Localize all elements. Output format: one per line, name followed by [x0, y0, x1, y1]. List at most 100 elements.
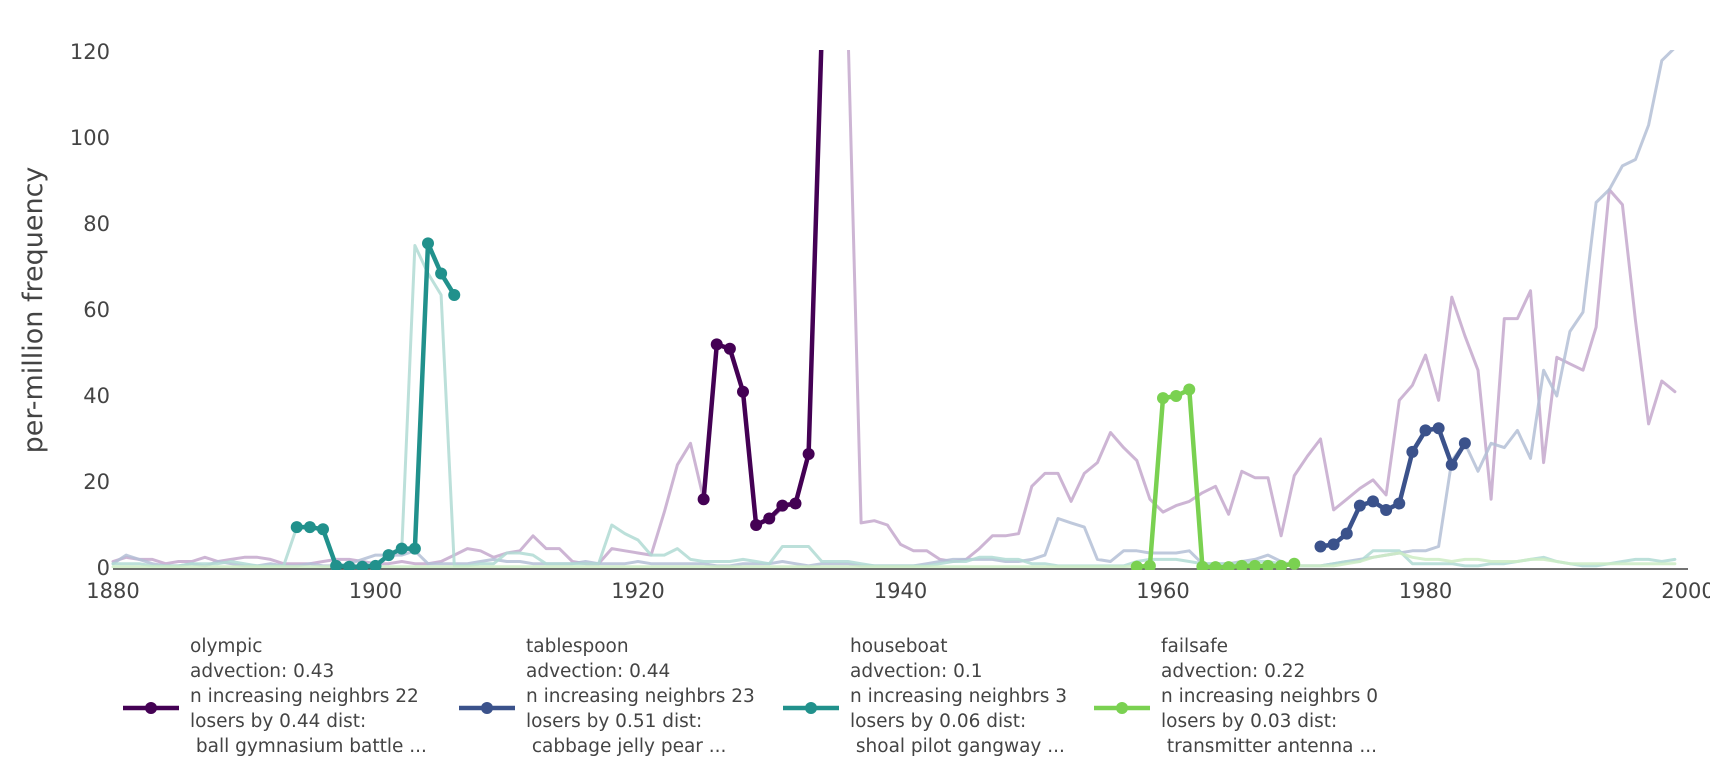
x-tick-label: 1920 [611, 579, 664, 603]
legend-text-line: ball gymnasium battle ... [190, 736, 427, 757]
series-point-houseboat [343, 560, 356, 570]
x-tick-label: 1980 [1399, 579, 1452, 603]
legend-swatch-marker [481, 702, 493, 714]
y-tick-label: 120 [70, 40, 110, 64]
legend-item-houseboat: houseboat advection: 0.1 n increasing neig… [783, 636, 1067, 757]
series-point-failsafe [1196, 560, 1209, 570]
x-tick-label: 1880 [86, 579, 139, 603]
series-point-houseboat [395, 542, 408, 555]
legend-text-line: losers by 0.03 dist: [1161, 711, 1337, 732]
legend-text-line: houseboat [850, 636, 947, 657]
legend-text-line: n increasing neighbrs 3 [850, 686, 1067, 707]
series-point-houseboat [356, 560, 369, 570]
series-point-olympic [697, 493, 710, 506]
series-point-failsafe [1130, 560, 1143, 570]
legend-swatch-marker [805, 702, 817, 714]
legend-item-olympic: olympic advection: 0.43 n increasing neigh… [123, 636, 427, 757]
legend-text-line: losers by 0.51 dist: [526, 711, 702, 732]
legend-text-line: advection: 0.43 [190, 661, 334, 682]
series-point-olympic [802, 448, 815, 461]
series-point-tablespoon [1314, 540, 1327, 553]
series-point-tablespoon [1340, 527, 1353, 540]
series-point-tablespoon [1327, 538, 1340, 551]
highlight-series [290, 50, 1471, 570]
legend-text-line: advection: 0.22 [1161, 661, 1305, 682]
y-tick-label: 60 [83, 298, 110, 322]
series-point-failsafe [1222, 561, 1235, 570]
legend-text-line: advection: 0.1 [850, 661, 983, 682]
series-point-tablespoon [1393, 497, 1406, 510]
series-point-houseboat [317, 523, 329, 536]
series-point-failsafe [1157, 392, 1169, 405]
y-tick-label: 100 [70, 126, 110, 150]
legend-text-line: olympic [190, 636, 262, 657]
y-tick-label: 0 [97, 556, 110, 580]
legend-text-line: n increasing neighbrs 22 [190, 686, 419, 707]
series-point-olympic [710, 338, 723, 351]
series-point-failsafe [1183, 383, 1196, 396]
series-point-tablespoon [1445, 458, 1458, 471]
legend-swatch-marker [1116, 702, 1128, 714]
legend-text-line: tablespoon [526, 636, 629, 657]
legend-text-line: n increasing neighbrs 0 [1161, 686, 1378, 707]
series-point-houseboat [435, 267, 448, 280]
series-point-houseboat [369, 559, 382, 570]
y-axis-title: per-million frequency [18, 167, 49, 454]
series-point-tablespoon [1406, 445, 1419, 458]
series-point-houseboat [448, 288, 461, 301]
series-point-olympic [789, 497, 802, 510]
legend-text-line: n increasing neighbrs 23 [526, 686, 755, 707]
series-point-failsafe [1288, 557, 1301, 570]
series-point-failsafe [1248, 559, 1261, 570]
legend-text-line: losers by 0.06 dist: [850, 711, 1026, 732]
series-point-failsafe [1209, 561, 1222, 570]
series-line-houseboat [296, 241, 457, 569]
x-axis-ticks: 1880 1900 1920 1940 1960 1980 2000 [86, 579, 1710, 603]
series-point-tablespoon [1353, 499, 1366, 512]
series-point-failsafe [1143, 559, 1156, 570]
series-point-olympic [776, 499, 789, 512]
y-tick-label: 80 [83, 212, 110, 236]
series-point-tablespoon [1380, 503, 1393, 516]
series-point-tablespoon [1432, 422, 1445, 435]
series-point-failsafe [1262, 559, 1274, 570]
series-point-tablespoon [1419, 424, 1432, 437]
series-line-failsafe [1136, 387, 1295, 570]
series-point-tablespoon [1458, 437, 1471, 450]
series-point-tablespoon [1367, 495, 1379, 508]
x-tick-label: 1960 [1136, 579, 1189, 603]
legend-text-line: advection: 0.44 [526, 661, 670, 682]
series-point-olympic [737, 385, 749, 398]
legend-text-line: cabbage jelly pear ... [526, 736, 726, 757]
x-tick-label: 1900 [349, 579, 402, 603]
legend-text-line: transmitter antenna ... [1161, 736, 1377, 757]
series-point-houseboat [408, 542, 421, 555]
y-tick-label: 20 [83, 470, 110, 494]
legend-item-failsafe: failsafe advection: 0.22 n increasing neig… [1094, 636, 1378, 757]
series-point-failsafe [1235, 559, 1248, 570]
background-lines [111, 50, 1677, 569]
series-point-houseboat [422, 237, 434, 250]
series-point-houseboat [303, 521, 316, 534]
series-point-houseboat [290, 521, 303, 534]
y-axis-ticks: 0 20 40 60 80 100 120 [70, 40, 110, 580]
series-point-failsafe [1275, 559, 1288, 570]
x-tick-label: 2000 [1661, 579, 1710, 603]
legend-text-line: shoal pilot gangway ... [850, 736, 1065, 757]
legend: olympic advection: 0.43 n increasing neigh… [123, 636, 1378, 757]
series-point-houseboat [382, 549, 395, 562]
x-tick-label: 1940 [874, 579, 927, 603]
legend-swatch-marker [145, 702, 157, 714]
background-line [111, 244, 1677, 568]
series-point-houseboat [330, 559, 343, 570]
series-point-olympic [750, 519, 763, 531]
background-line [111, 50, 1675, 568]
series-point-olympic [763, 512, 776, 525]
series-point-olympic [723, 342, 736, 355]
legend-text-line: failsafe [1161, 636, 1228, 657]
legend-item-tablespoon: tablespoon advection: 0.44 n increasing ne… [459, 636, 755, 757]
series-point-failsafe [1170, 390, 1183, 402]
series-line-olympic [701, 50, 824, 528]
y-tick-label: 40 [83, 384, 110, 408]
